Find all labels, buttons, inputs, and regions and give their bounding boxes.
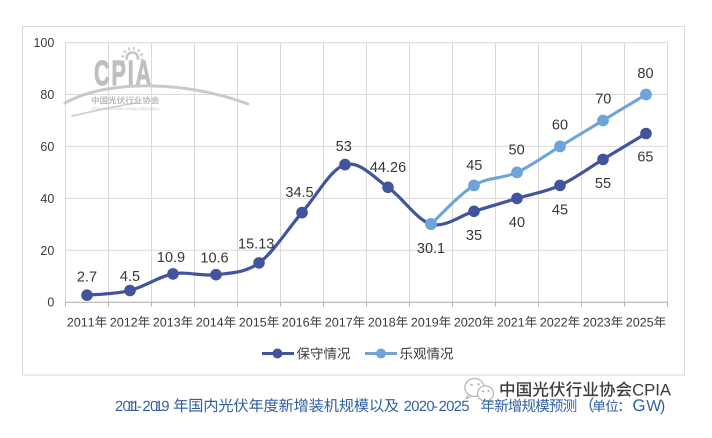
svg-text:34.5: 34.5	[285, 185, 313, 201]
svg-text:0: 0	[47, 296, 54, 310]
svg-text:80: 80	[637, 66, 653, 82]
svg-text:4.5: 4.5	[120, 269, 140, 285]
svg-text:44.26: 44.26	[370, 160, 406, 176]
svg-text:80: 80	[40, 88, 54, 102]
svg-text:45: 45	[552, 202, 568, 218]
svg-text:50: 50	[509, 143, 525, 159]
svg-text:60: 60	[552, 117, 568, 133]
svg-text:2.7: 2.7	[77, 269, 97, 285]
svg-text:45: 45	[466, 158, 482, 174]
svg-text:55: 55	[595, 176, 611, 192]
svg-text:100: 100	[33, 36, 54, 50]
svg-text:53: 53	[336, 139, 352, 155]
svg-text:65: 65	[637, 150, 653, 166]
svg-text:40: 40	[509, 215, 525, 231]
svg-text:15.13: 15.13	[238, 237, 274, 253]
svg-text:40: 40	[40, 192, 54, 206]
svg-text:35: 35	[466, 228, 482, 244]
svg-text:60: 60	[40, 140, 54, 154]
svg-text:30.1: 30.1	[417, 241, 445, 257]
svg-text:20: 20	[40, 244, 54, 258]
svg-text:10.9: 10.9	[157, 250, 185, 266]
svg-text:70: 70	[595, 92, 611, 108]
svg-text:10.6: 10.6	[200, 251, 228, 267]
